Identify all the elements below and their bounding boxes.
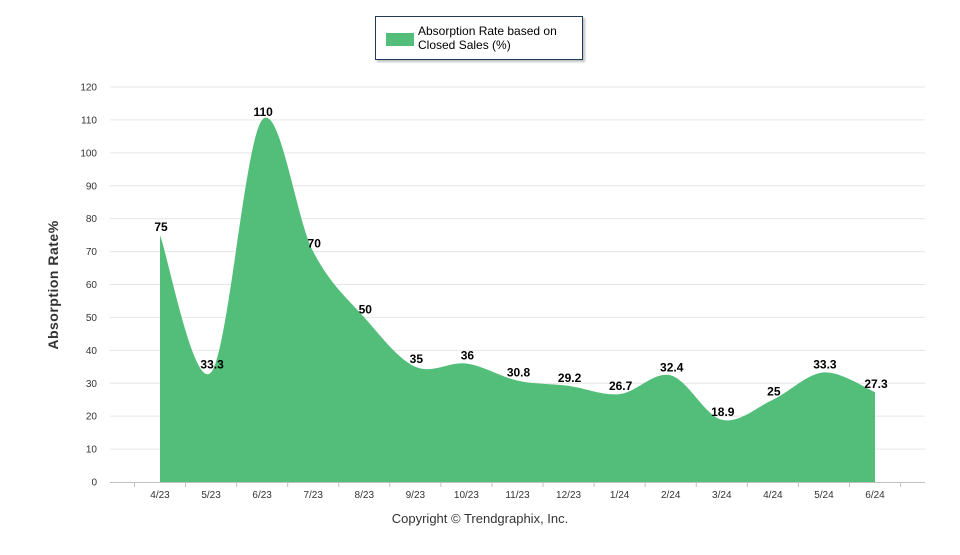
x-tick-label: 9/23 <box>406 490 426 501</box>
x-tick-label: 11/23 <box>505 490 530 501</box>
data-label: 33.3 <box>813 357 837 371</box>
data-label: 29.2 <box>558 371 582 385</box>
legend-swatch <box>386 33 414 46</box>
y-tick-label: 20 <box>86 412 98 423</box>
y-tick-label: 120 <box>80 83 97 94</box>
data-label: 70 <box>308 237 322 251</box>
y-tick-label: 110 <box>81 115 97 126</box>
data-label: 35 <box>410 352 424 366</box>
x-tick-label: 5/23 <box>201 490 221 501</box>
x-tick-label: 8/23 <box>355 490 375 501</box>
data-label: 33.3 <box>200 357 224 371</box>
y-tick-label: 40 <box>86 346 98 357</box>
y-tick-label: 30 <box>86 379 98 390</box>
y-tick-label: 100 <box>80 148 97 159</box>
data-label: 30.8 <box>507 366 531 380</box>
y-tick-label: 70 <box>86 247 98 258</box>
y-tick-label: 90 <box>86 181 98 192</box>
data-label: 25 <box>767 385 781 399</box>
data-label: 27.3 <box>864 377 888 391</box>
x-tick-label: 4/23 <box>150 490 170 501</box>
area-series <box>160 117 875 483</box>
x-tick-label: 12/23 <box>556 490 581 501</box>
x-tick-label: 7/23 <box>303 490 323 501</box>
data-label: 110 <box>253 105 273 119</box>
data-labels: 75 33.3 110 70 50 35 36 30.8 29.2 26.7 32.4 18.9 25 3… <box>154 105 888 419</box>
y-tick-label: 0 <box>91 478 97 489</box>
data-label: 50 <box>359 302 373 316</box>
x-tick-label: 10/23 <box>454 490 479 501</box>
y-tick-labels: 0 10 20 30 40 50 60 70 80 90 100 110 120 <box>80 83 97 489</box>
y-tick-label: 60 <box>86 280 98 291</box>
x-tick-label: 2/24 <box>661 490 681 501</box>
data-label: 75 <box>154 220 168 234</box>
y-axis-title: Absorption Rate% <box>45 220 61 350</box>
x-tick-label: 5/24 <box>814 490 834 501</box>
y-tick-label: 50 <box>86 313 98 324</box>
data-label: 36 <box>461 349 475 363</box>
x-tick-label: 6/23 <box>252 490 272 501</box>
x-tick-label: 4/24 <box>763 490 783 501</box>
x-tick-labels: 4/23 5/23 6/23 7/23 8/23 9/23 10/23 11/23 12/23 1… <box>133 482 902 501</box>
copyright-text: Copyright © Trendgraphix, Inc. <box>391 511 569 526</box>
data-label: 26.7 <box>609 379 633 393</box>
legend: Absorption Rate based on Closed Sales (%… <box>375 16 583 60</box>
legend-label: Absorption Rate based on Closed Sales (%… <box>418 24 557 52</box>
x-tick-label: 1/24 <box>610 490 630 501</box>
y-tick-label: 10 <box>86 445 98 456</box>
data-label: 32.4 <box>660 360 684 374</box>
x-tick-label: 6/24 <box>865 490 885 501</box>
data-label: 18.9 <box>711 405 735 419</box>
x-tick-label: 3/24 <box>712 490 732 501</box>
y-tick-label: 80 <box>86 214 98 225</box>
